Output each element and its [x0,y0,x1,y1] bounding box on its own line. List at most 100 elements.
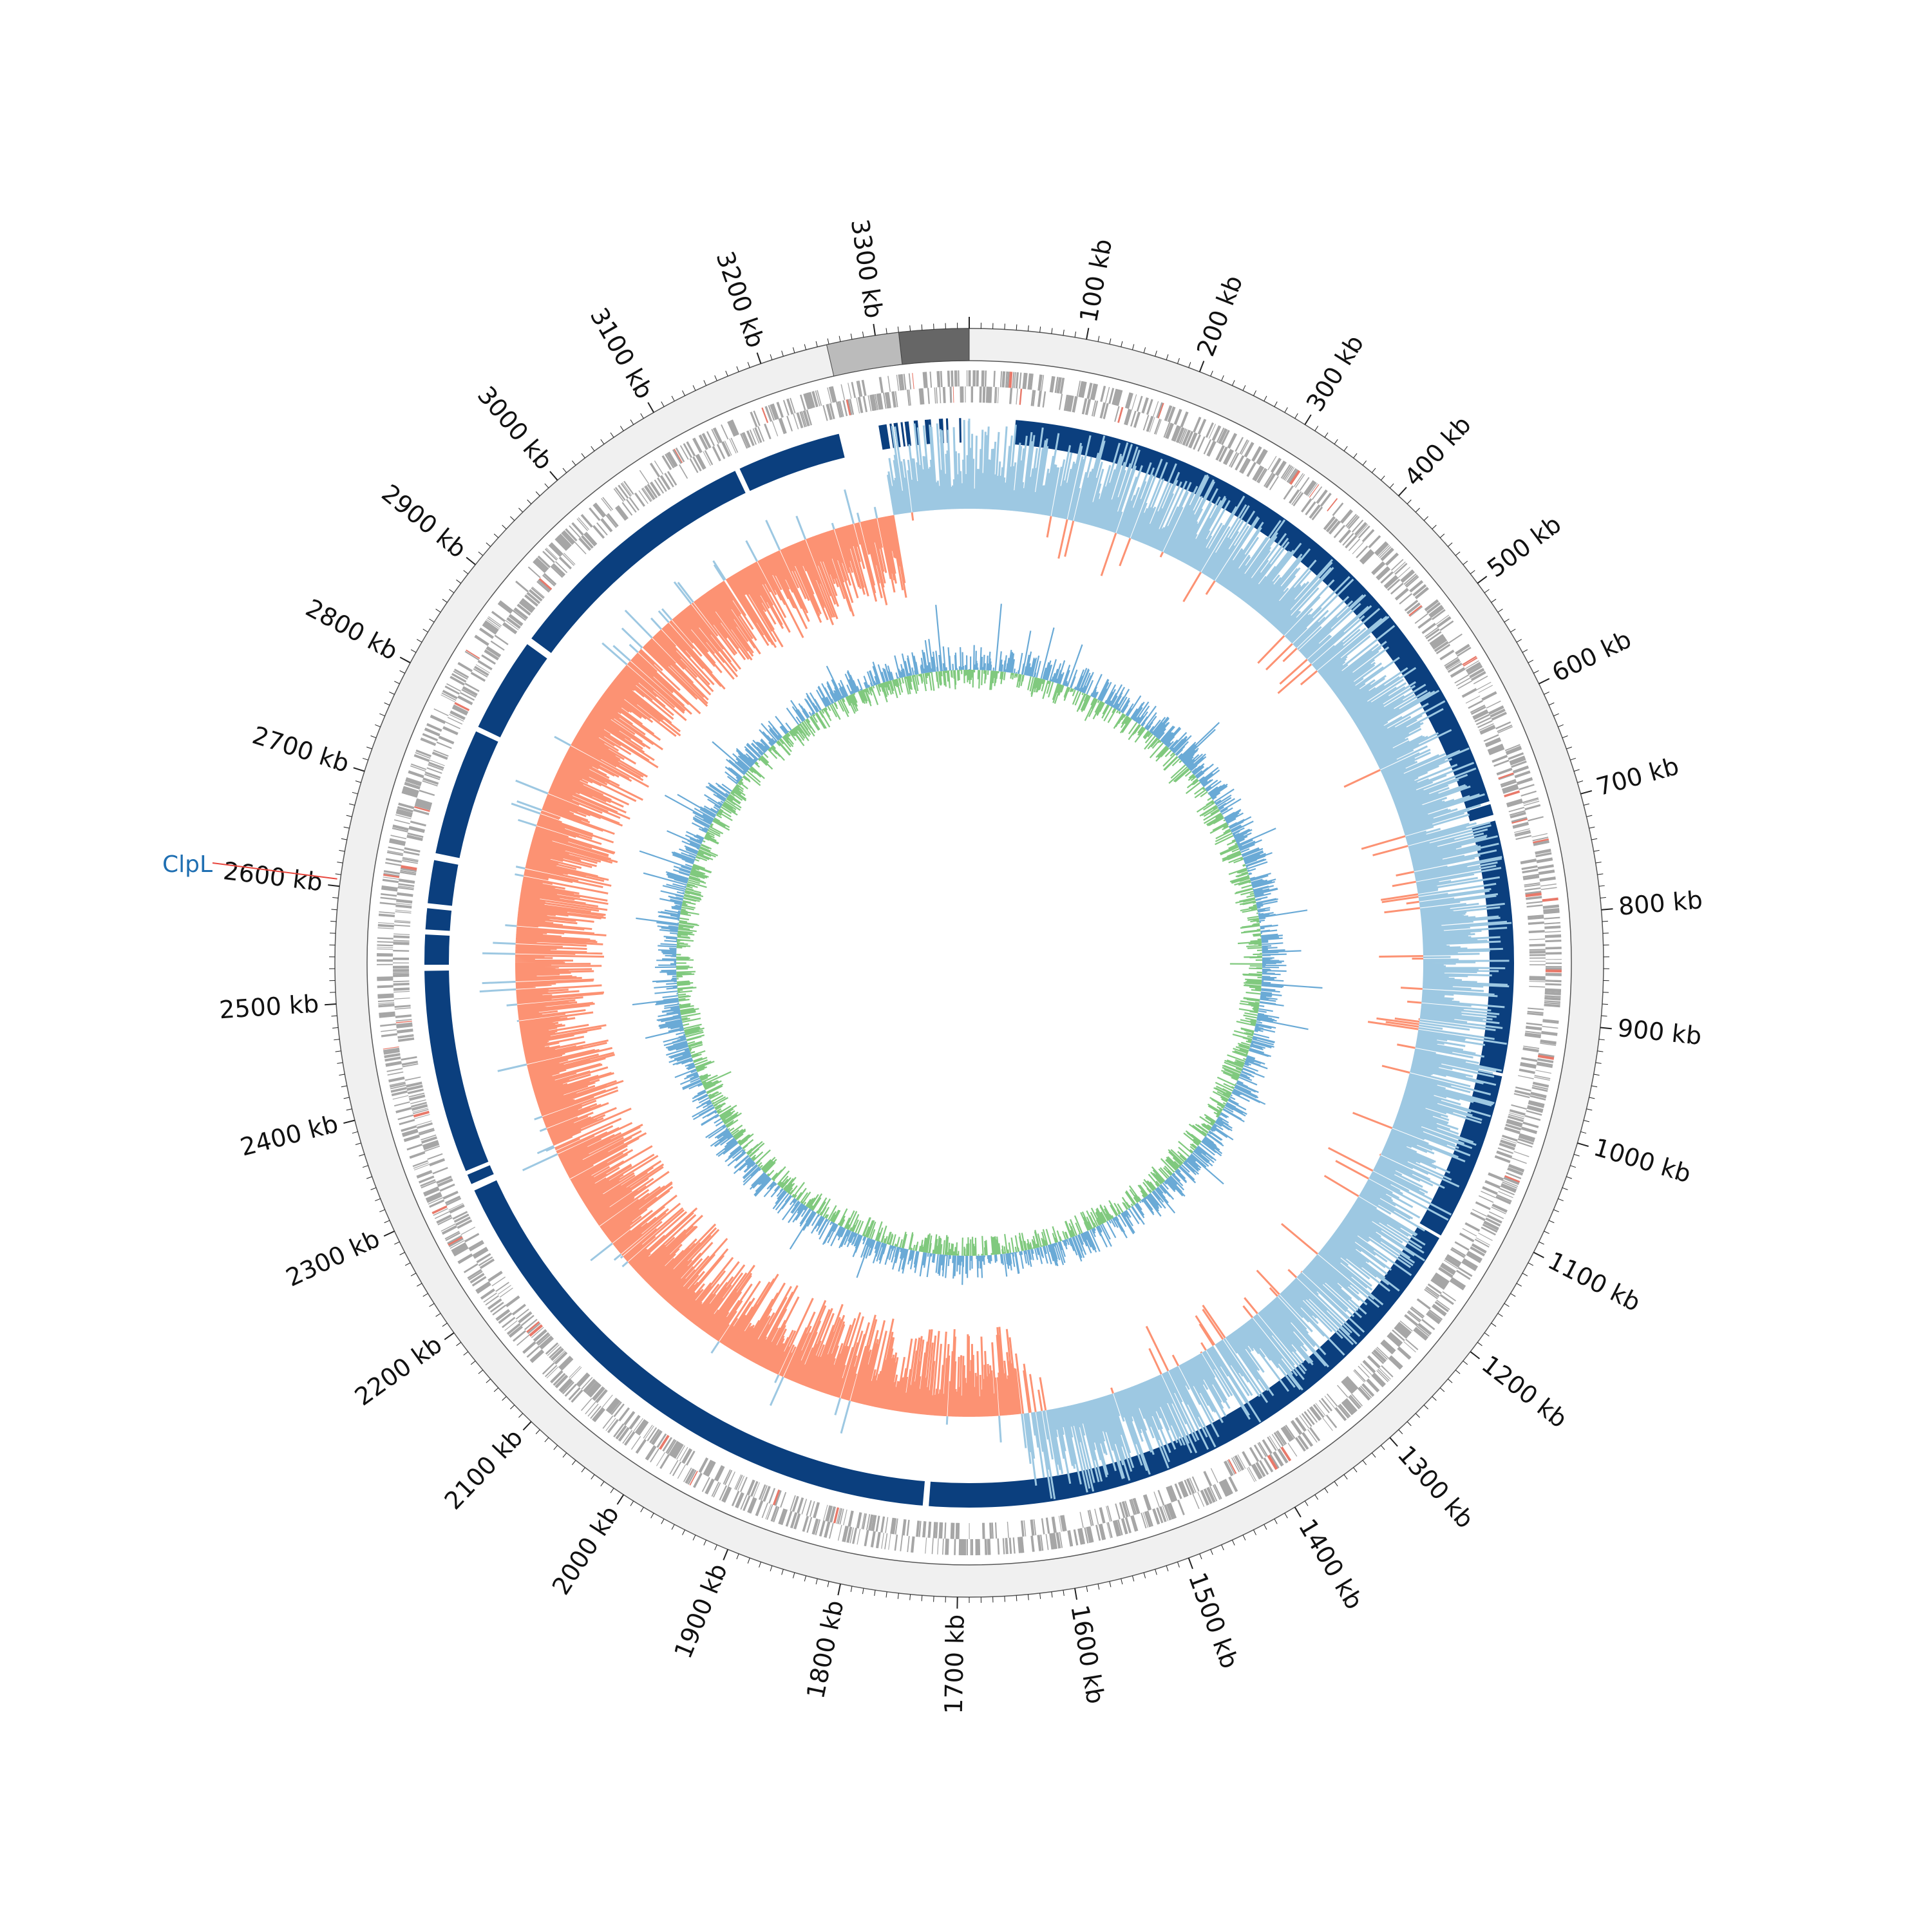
gene-mark [1432,1305,1446,1317]
gene-mark [1184,1479,1192,1495]
minor-tick [815,341,818,347]
gene-mark [378,922,395,924]
gene-mark [581,1397,592,1411]
gene-mark [1305,481,1317,497]
gene-mark [1178,1482,1186,1498]
gene-mark [1164,405,1173,422]
minor-tick [341,1085,347,1088]
gene-mark [1325,1414,1338,1428]
gene-mark [1086,1526,1092,1543]
major-tick [1389,1437,1398,1447]
gene-mark [397,892,413,896]
gene-mark [817,390,822,406]
gene-mark [1104,386,1110,403]
minor-tick [346,1108,352,1111]
gene-mark [839,1508,844,1525]
minor-tick [404,1262,411,1266]
gene-mark [987,1539,989,1555]
gene-mark [999,371,1003,388]
gene-mark [569,525,581,538]
minor-tick [1573,769,1580,772]
gene-mark [527,1322,541,1334]
minor-tick [375,1198,381,1202]
minor-tick [661,1519,665,1524]
gene-mark [1529,985,1546,988]
minor-tick [736,1553,739,1560]
gene-mark [1358,1365,1370,1378]
gene-mark [623,480,634,495]
gene-mark [1095,1524,1101,1541]
gene-mark [650,1448,660,1463]
alignment-track [422,416,1514,1508]
gene-mark [464,650,480,661]
gene-mark [1376,544,1389,556]
gene-mark [670,1442,681,1457]
gene-mark [488,1271,502,1281]
gene-mark [545,547,558,560]
minor-tick [1324,1488,1329,1493]
gene-mark [1439,1294,1454,1305]
gene-mark [1526,1022,1542,1026]
gene-mark [793,413,799,430]
minor-tick [909,325,911,332]
gene-mark [471,1276,487,1287]
gene-mark [956,370,958,387]
gene-mark [1530,1095,1546,1101]
gene-mark [424,728,440,737]
gene-mark [1376,1370,1388,1383]
major-tick [1074,1588,1078,1600]
gene-mark [927,388,930,404]
gene-mark [1037,1535,1042,1551]
minor-tick [1597,1050,1604,1052]
gene-mark [413,1164,430,1171]
gene-mark [852,1528,858,1544]
gene-mark [393,998,410,999]
gene-mark [692,437,703,453]
gene-mark [1059,393,1063,410]
gene-mark [436,741,452,750]
gene-mark [1310,1406,1322,1420]
gene-mark [633,1417,643,1432]
gene-mark [1378,1368,1390,1381]
gene-mark [656,1433,667,1448]
gene-mark [1514,770,1531,778]
gene-mark [1524,887,1541,891]
gene-mark [396,1022,413,1027]
gene-mark [1464,660,1479,670]
gene-mark [390,1086,407,1093]
gene-mark [406,777,422,783]
gene-mark [410,1099,426,1104]
gene-mark [1091,400,1097,417]
gene-mark [1507,1168,1523,1176]
gene-mark [407,1088,424,1095]
gene-mark [392,1095,409,1100]
gene-mark [791,1495,799,1512]
gene-mark [698,434,708,450]
alignment-gap-17 [526,637,553,660]
gene-mark [1446,659,1461,670]
gene-mark [647,1427,658,1442]
gene-mark [705,1478,714,1494]
gene-mark [442,726,459,735]
minor-tick [355,1142,361,1145]
gene-mark [618,1426,630,1442]
gene-mark [1218,1481,1229,1497]
gene-mark [429,759,445,766]
gene-mark [401,1125,417,1132]
gene-mark [421,737,437,744]
minor-tick [1516,639,1522,643]
minor-tick [1284,1513,1288,1519]
gene-mark [879,393,884,410]
gene-mark [1529,957,1546,959]
gene-mark [1464,1222,1481,1232]
gene-mark [1534,1076,1550,1081]
gene-mark [1212,1484,1221,1500]
gene-mark [1515,835,1532,840]
gene-mark [605,1397,617,1411]
gene-mark [1537,859,1553,864]
minor-tick [478,551,484,556]
gene-mark [1058,1515,1062,1532]
gene-mark [1485,1217,1501,1227]
gene-mark [1089,1510,1094,1526]
gene-mark [1227,1459,1235,1475]
